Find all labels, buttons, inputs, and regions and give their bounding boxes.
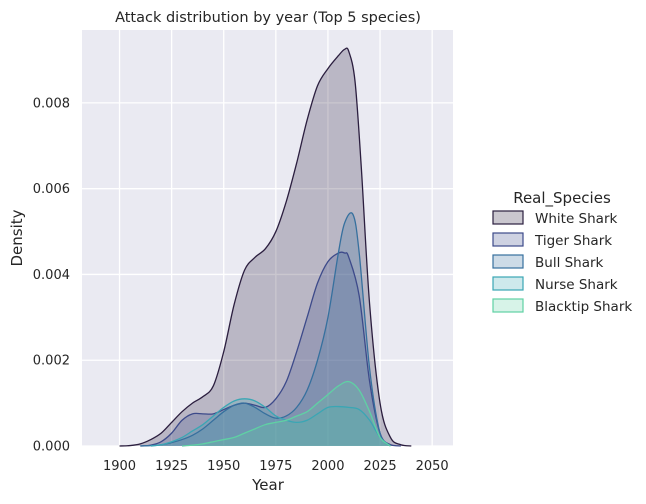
legend-title: Real_Species: [513, 189, 611, 208]
x-tick-label: 2050: [416, 459, 449, 474]
legend-label: Nurse Shark: [535, 277, 618, 293]
legend-swatch: [492, 276, 524, 291]
y-tick-label: 0.000: [33, 440, 70, 455]
legend-swatch: [492, 298, 524, 313]
line-bull-shark: [140, 212, 391, 447]
legend-items: White Shark Tiger Shark Bull Shark Nurse Sh…: [492, 210, 632, 315]
legend-item: Nurse Shark: [492, 276, 618, 293]
legend-label: Tiger Shark: [534, 233, 612, 249]
density-areas: [119, 48, 412, 446]
area-bull-shark: [140, 212, 391, 446]
x-tick-label: 2025: [364, 459, 397, 474]
y-axis-ticks: 0.000 0.002 0.004 0.006 0.008: [33, 96, 70, 454]
x-tick-label: 1900: [103, 459, 136, 474]
y-tick-label: 0.006: [33, 182, 70, 197]
x-tick-label: 1950: [207, 459, 240, 474]
legend-item: White Shark: [492, 210, 617, 227]
density-lines: [119, 47, 412, 447]
line-blacktip-shark: [181, 380, 391, 447]
legend-item: Tiger Shark: [492, 232, 612, 249]
legend: Real_Species White Shark Tiger Shark Bull …: [492, 189, 632, 315]
line-tiger-shark: [140, 251, 401, 447]
y-tick-label: 0.002: [33, 354, 70, 369]
legend-label: Blacktip Shark: [535, 299, 632, 315]
x-axis-ticks: 1900 1925 1950 1975 2000 2025 2050: [103, 459, 449, 474]
legend-label: White Shark: [535, 211, 617, 227]
x-tick-label: 1925: [155, 459, 188, 474]
legend-item: Bull Shark: [492, 254, 604, 271]
legend-swatch: [492, 232, 524, 247]
area-white-shark: [119, 48, 412, 446]
y-tick-label: 0.008: [33, 96, 70, 111]
y-tick-label: 0.004: [33, 268, 70, 283]
plot-background: [82, 30, 453, 446]
line-white-shark: [119, 47, 412, 447]
x-tick-label: 2000: [311, 459, 344, 474]
area-nurse-shark: [150, 398, 391, 446]
line-nurse-shark: [150, 398, 391, 447]
legend-swatch: [492, 210, 524, 225]
area-blacktip-shark: [182, 381, 391, 446]
chart-title: Attack distribution by year (Top 5 speci…: [115, 10, 421, 26]
legend-item: Blacktip Shark: [492, 298, 632, 315]
legend-label: Bull Shark: [535, 255, 604, 271]
area-tiger-shark: [140, 252, 401, 446]
legend-swatch: [492, 254, 524, 269]
x-axis-label: Year: [251, 476, 285, 494]
x-tick-label: 1975: [259, 459, 292, 474]
y-axis-label: Density: [8, 209, 26, 266]
